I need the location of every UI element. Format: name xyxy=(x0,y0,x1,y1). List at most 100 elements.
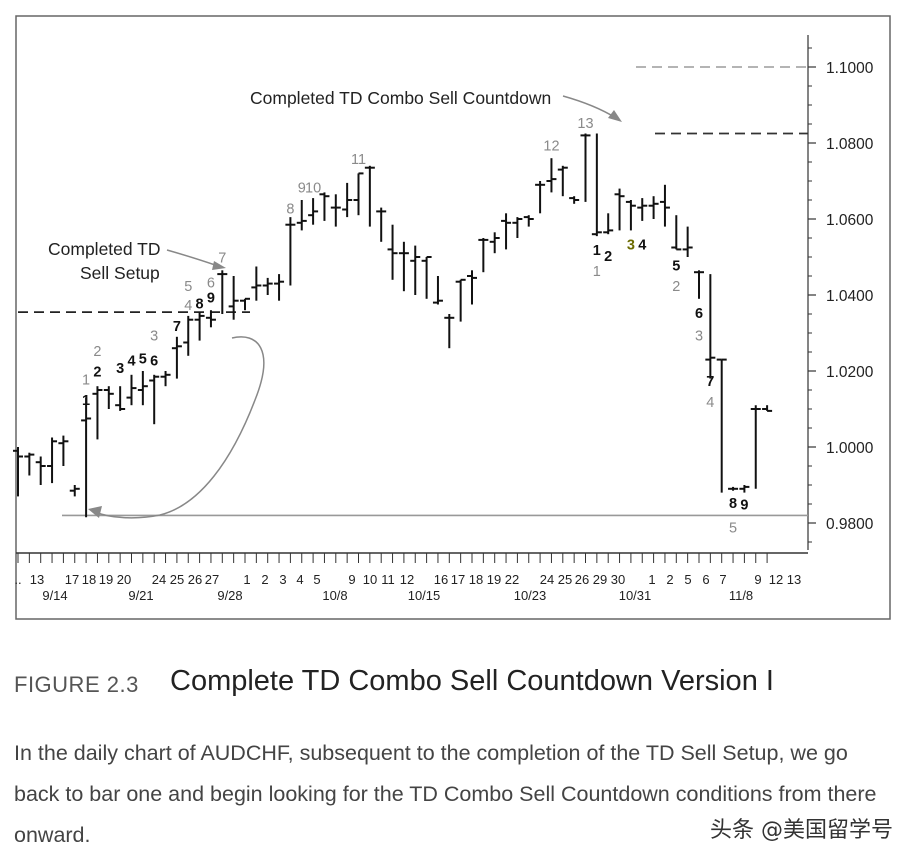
loop-arrow xyxy=(94,336,265,519)
x-day-label: 29 xyxy=(593,572,607,587)
bar-count-label: 7 xyxy=(706,374,714,390)
x-day-label: 30 xyxy=(611,572,625,587)
bar-count-label: 4 xyxy=(184,298,192,314)
bar-count-label: 13 xyxy=(577,116,593,132)
figure-caption: In the daily chart of AUDCHF, subsequent… xyxy=(14,741,877,847)
x-date-label: 11/8 xyxy=(729,588,753,603)
x-date-label: 10/23 xyxy=(514,588,547,603)
x-day-label: 26 xyxy=(188,572,202,587)
bar-count-label: 5 xyxy=(672,258,680,274)
x-day-label: 12 xyxy=(769,572,783,587)
bar-count-label: 9 xyxy=(740,498,748,514)
bar-count-label: 3 xyxy=(150,329,158,345)
y-tick-label: 1.0000 xyxy=(826,440,874,457)
bar-count-label: 1 xyxy=(82,393,90,409)
loop-arrowhead xyxy=(88,506,102,518)
bar-count-label: 4 xyxy=(638,237,646,253)
y-tick-label: 1.0800 xyxy=(826,136,874,153)
x-day-label: 2 xyxy=(261,572,268,587)
countdown-arrowhead xyxy=(608,110,622,122)
y-tick-label: 0.9800 xyxy=(826,516,874,533)
x-day-label: 24 xyxy=(540,572,554,587)
x-day-label: 9 xyxy=(348,572,355,587)
x-date-label: 10/8 xyxy=(322,588,347,603)
x-day-label: 22 xyxy=(505,572,519,587)
y-tick-label: 1.1000 xyxy=(826,60,874,77)
x-day-label: 18 xyxy=(82,572,96,587)
chart-frame: 1.1000 1.0800 1.0600 1.0400 1.0200 1.0000 0.98… xyxy=(13,15,891,620)
figure-title: Complete TD Combo Sell Countdown Version… xyxy=(170,665,774,697)
y-tick-label: 1.0400 xyxy=(826,288,874,305)
bar-count-label: 9 xyxy=(298,180,306,196)
x-day-label: 18 xyxy=(469,572,483,587)
bar-count-label: 3 xyxy=(695,329,703,345)
x-day-label: 17 xyxy=(451,572,465,587)
x-day-label: 16 xyxy=(434,572,448,587)
x-day-label: 2 xyxy=(666,572,673,587)
x-day-label: 6 xyxy=(702,572,709,587)
bar-count-label: 11 xyxy=(351,152,366,168)
x-date-label: 9/28 xyxy=(217,588,242,603)
x-day-label: 10 xyxy=(363,572,377,587)
countdown-annotation: Completed TD Combo Sell Countdown xyxy=(250,88,551,108)
bar-count-label: 5 xyxy=(729,521,737,537)
bar-count-label: 4 xyxy=(706,395,714,411)
x-day-label: 7 xyxy=(719,572,726,587)
bar-count-label: 3 xyxy=(627,237,635,253)
x-day-label: 11 xyxy=(381,572,395,587)
x-day-label: 17 xyxy=(65,572,79,587)
bar-count-label: 1 xyxy=(593,243,601,259)
bar-count-label: 10 xyxy=(305,180,321,196)
bar-count-label: 3 xyxy=(116,361,124,377)
bar-count-label: 9 xyxy=(207,291,215,307)
bar-count-label: 5 xyxy=(184,279,192,295)
ohlc-chart: 1.1000 1.0800 1.0600 1.0400 1.0200 1.0000 0.98… xyxy=(13,15,891,620)
y-tick-label: 1.0200 xyxy=(826,364,874,381)
setup-arrowhead xyxy=(212,261,226,270)
x-date-label: 10/15 xyxy=(408,588,441,603)
x-day-label: 3 xyxy=(279,572,286,587)
x-day-label: 13 xyxy=(30,572,44,587)
x-date-label: 9/21 xyxy=(128,588,153,603)
x-day-label: 19 xyxy=(99,572,113,587)
x-day-label: 5 xyxy=(684,572,691,587)
bar-count-label: 2 xyxy=(93,365,101,381)
bar-count-label: 5 xyxy=(139,351,147,367)
x-day-label: 19 xyxy=(487,572,501,587)
figure-label: FIGURE 2.3 xyxy=(14,672,139,697)
bar-count-label: 2 xyxy=(672,279,680,295)
bar-count-label: 7 xyxy=(218,251,226,267)
x-day-label: 1 xyxy=(648,572,655,587)
bar-count-label: 2 xyxy=(604,249,612,265)
x-date-label: 9/14 xyxy=(42,588,67,603)
x-day-label: 25 xyxy=(170,572,184,587)
bar-count-label: 4 xyxy=(127,353,135,369)
x-day-label: 12 xyxy=(400,572,414,587)
bar-count-label: 6 xyxy=(207,275,215,291)
x-day-label: .. xyxy=(14,572,21,587)
bar-count-label: 8 xyxy=(286,201,294,217)
bar-count-label: 1 xyxy=(82,372,90,388)
bar-count-label: 8 xyxy=(729,496,737,512)
x-day-label: 5 xyxy=(313,572,320,587)
x-day-label: 25 xyxy=(558,572,572,587)
watermark: 头条 @美国留学号 xyxy=(710,818,893,843)
bar-count-label: 8 xyxy=(196,296,204,312)
x-day-label: 1 xyxy=(243,572,250,587)
bar-count-label: 1 xyxy=(593,264,601,280)
x-date-label: 10/31 xyxy=(619,588,652,603)
bar-count-label: 6 xyxy=(695,306,703,322)
x-day-label: 4 xyxy=(296,572,303,587)
setup-annotation-line2: Sell Setup xyxy=(80,263,160,283)
setup-annotation-line1: Completed TD xyxy=(48,239,161,259)
bar-count-label: 12 xyxy=(543,139,559,155)
x-day-label: 20 xyxy=(117,572,131,587)
x-day-label: 24 xyxy=(152,572,166,587)
bar-count-label: 6 xyxy=(150,353,158,369)
y-tick-label: 1.0600 xyxy=(826,212,874,229)
x-day-label: 27 xyxy=(205,572,219,587)
bar-count-label: 7 xyxy=(173,319,181,335)
x-day-label: 13 xyxy=(787,572,801,587)
bar-count-label: 2 xyxy=(93,344,101,360)
x-day-label: 26 xyxy=(575,572,589,587)
